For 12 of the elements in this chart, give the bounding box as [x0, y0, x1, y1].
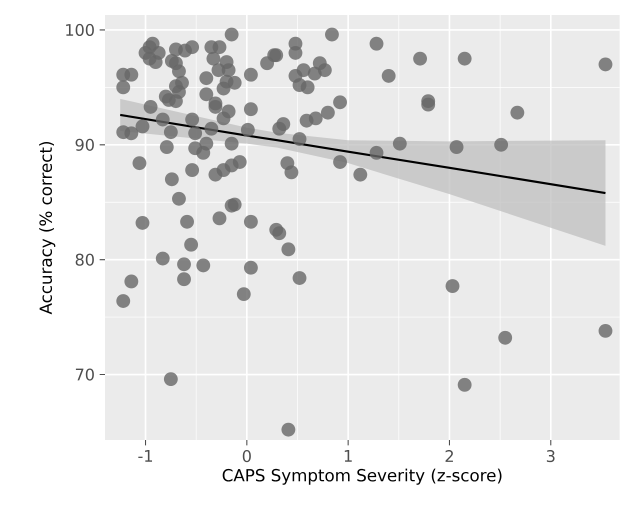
x-tick-label: 2	[446, 450, 453, 462]
y-tick-label: 100	[66, 24, 94, 36]
y-tick-label: 70	[76, 368, 94, 381]
x-tick-label: -1	[138, 450, 152, 462]
x-axis-title: CAPS Symptom Severity (z-score)	[222, 468, 502, 485]
y-tick-label: 90	[76, 138, 94, 151]
x-tick-label: 1	[344, 450, 352, 462]
x-tick-label: 0	[242, 450, 251, 462]
y-axis-title: Accuracy (% correct)	[39, 142, 56, 314]
x-tick-label: 3	[546, 450, 555, 462]
line-series	[119, 114, 607, 194]
y-tick-label: 80	[76, 254, 94, 266]
